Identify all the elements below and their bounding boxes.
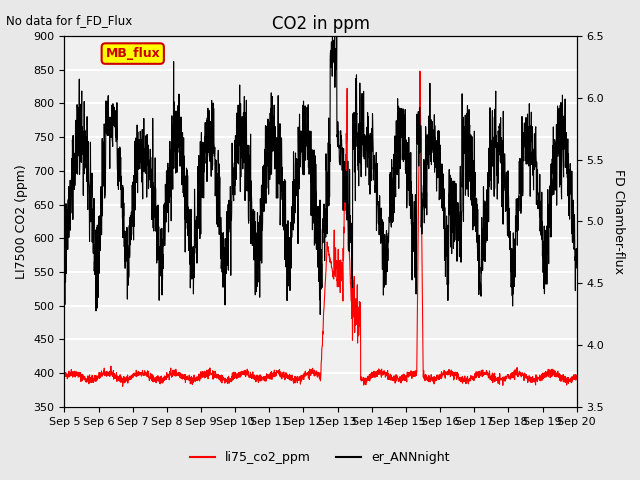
Title: CO2 in ppm: CO2 in ppm <box>271 15 369 33</box>
Y-axis label: FD Chamber-flux: FD Chamber-flux <box>612 169 625 274</box>
Text: MB_flux: MB_flux <box>106 47 160 60</box>
Text: No data for f_FD_Flux: No data for f_FD_Flux <box>6 14 132 27</box>
Y-axis label: LI7500 CO2 (ppm): LI7500 CO2 (ppm) <box>15 164 28 279</box>
Legend: li75_co2_ppm, er_ANNnight: li75_co2_ppm, er_ANNnight <box>186 446 454 469</box>
